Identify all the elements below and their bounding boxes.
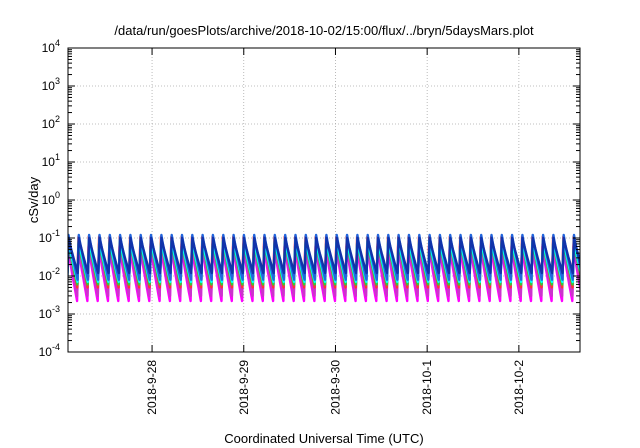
x-tick-label: 2018-10-1	[420, 360, 434, 415]
y-axis: 10-4 10-3 10-2 10-1 100 101 102 103 104	[39, 38, 580, 359]
y-tick-label: 10-3	[39, 304, 60, 321]
y-axis-label: cSv/day	[26, 176, 41, 223]
y-tick-label: 10-4	[39, 342, 60, 359]
x-axis-label: Coordinated Universal Time (UTC)	[224, 431, 423, 446]
x-tick-label: 2018-9-29	[237, 360, 251, 415]
y-tick-label: 100	[42, 190, 60, 207]
x-tick-label: 2018-9-28	[145, 360, 159, 415]
series-group	[68, 233, 580, 303]
y-tick-label: 10-2	[39, 266, 60, 283]
grid	[68, 48, 580, 352]
y-tick-label: 101	[42, 152, 60, 169]
x-tick-label: 2018-10-2	[512, 360, 526, 415]
series-line	[68, 236, 580, 275]
x-axis: 2018-9-28 2018-9-29 2018-9-30 2018-10-1 2018…	[145, 48, 526, 415]
y-tick-label: 103	[42, 76, 60, 93]
chart-title: /data/run/goesPlots/archive/2018-10-02/1…	[114, 23, 534, 38]
x-tick-label: 2018-9-30	[328, 360, 342, 415]
y-tick-label: 10-1	[39, 228, 60, 245]
y-tick-label: 104	[42, 38, 60, 55]
y-tick-label: 102	[42, 114, 60, 131]
